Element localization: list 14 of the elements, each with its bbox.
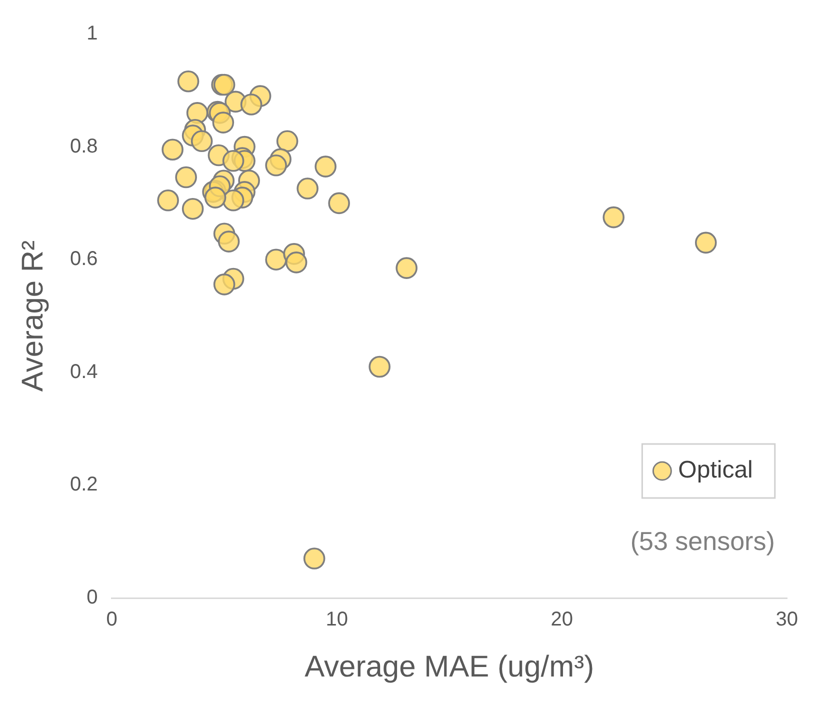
x-tick-label: 30 bbox=[776, 608, 798, 631]
y-tick-label: 0.4 bbox=[70, 360, 98, 383]
annotation: (53 sensors) bbox=[630, 526, 775, 556]
y-tick-label: 0 bbox=[86, 586, 98, 609]
y-tick-label: 0.8 bbox=[70, 135, 98, 158]
x-tick-label: 20 bbox=[550, 608, 573, 631]
y-tick-label: 0.6 bbox=[70, 248, 98, 270]
y-tick-label: 0.2 bbox=[70, 474, 98, 496]
legend-label: Optical bbox=[678, 456, 753, 484]
x-axis-title: Average MAE (ug/m³) bbox=[304, 650, 594, 684]
y-tick-label: 1 bbox=[86, 22, 98, 45]
x-tick-label: 0 bbox=[106, 608, 118, 631]
x-tick-label: 10 bbox=[326, 608, 348, 631]
y-axis-title: Average R² bbox=[16, 240, 50, 392]
